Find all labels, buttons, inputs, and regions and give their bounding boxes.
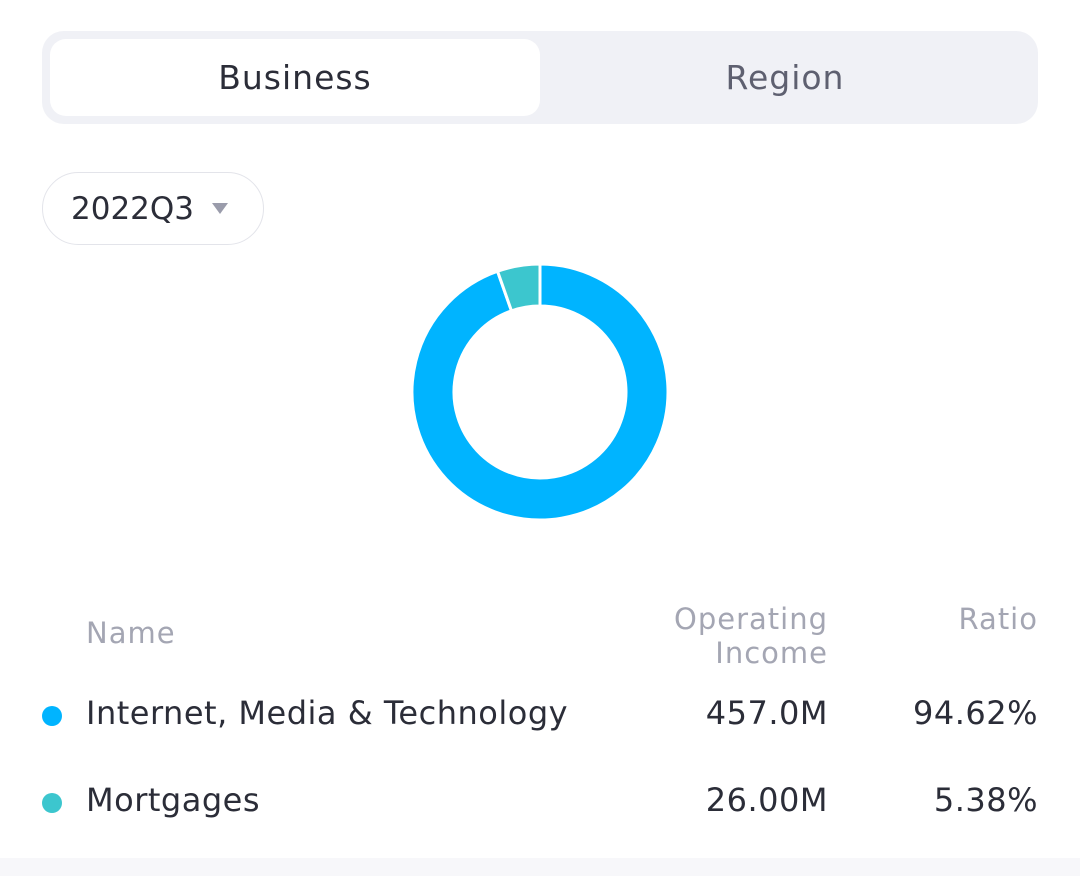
row-ratio: 94.62% <box>912 694 1038 732</box>
row-name: Internet, Media & Technology <box>86 694 569 732</box>
tab-region[interactable]: Region <box>725 58 845 97</box>
row-income: 26.00M <box>705 781 828 819</box>
table-row: Internet, Media & Technology 457.0M 94.6… <box>0 690 1080 740</box>
period-value: 2022Q3 <box>71 190 195 227</box>
bottom-divider <box>0 858 1080 876</box>
header-income-line1: Operating <box>674 602 828 636</box>
header-ratio: Ratio <box>958 602 1038 636</box>
caret-down-icon <box>212 203 229 214</box>
period-dropdown[interactable]: 2022Q3 <box>42 172 264 245</box>
donut-slice-0[interactable] <box>410 262 670 522</box>
header-income-line2: Income <box>715 636 828 670</box>
header-operating-income: Operating Income <box>674 602 828 670</box>
donut-chart <box>410 262 670 522</box>
row-ratio: 5.38% <box>933 781 1038 819</box>
legend-dot <box>42 793 62 813</box>
donut-slice-1[interactable] <box>495 262 542 313</box>
tab-business[interactable]: Business <box>50 39 540 116</box>
table-row: Mortgages 26.00M 5.38% <box>0 777 1080 827</box>
header-name: Name <box>86 616 176 650</box>
row-name: Mortgages <box>86 781 260 819</box>
row-income: 457.0M <box>705 694 828 732</box>
segment-tabs: Business Region <box>42 31 1038 124</box>
legend-dot <box>42 706 62 726</box>
